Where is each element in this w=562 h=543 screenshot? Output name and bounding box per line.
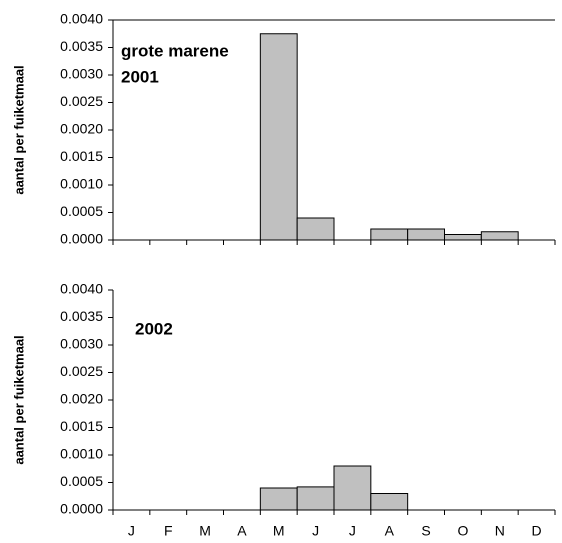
y-tick-label: 0.0015	[60, 418, 103, 434]
y-tick-label: 0.0040	[60, 281, 103, 297]
bar	[444, 234, 482, 241]
x-tick-label: A	[237, 523, 247, 539]
x-tick-label: F	[164, 523, 173, 539]
y-tick-label: 0.0005	[60, 473, 103, 489]
y-tick-label: 0.0030	[60, 336, 103, 352]
x-tick-label: M	[273, 523, 285, 539]
y-axis-label: aantal per fuiketmaal	[11, 65, 26, 194]
bar	[296, 486, 335, 511]
y-tick-label: 0.0005	[60, 203, 103, 219]
annotation: 2001	[121, 67, 159, 86]
y-axis-label: aantal per fuiketmaal	[11, 335, 26, 464]
y-tick-label: 0.0010	[60, 446, 103, 462]
y-tick-label: 0.0035	[60, 38, 103, 54]
y-tick-label: 0.0020	[60, 391, 103, 407]
x-tick-label: D	[532, 523, 542, 539]
bar	[480, 231, 519, 241]
x-tick-label: A	[385, 523, 395, 539]
x-tick-label: J	[128, 523, 135, 539]
bar	[407, 228, 445, 241]
y-tick-label: 0.0035	[60, 308, 103, 324]
annotation: 2002	[135, 319, 173, 338]
bar	[296, 217, 335, 241]
y-tick-label: 0.0040	[60, 11, 103, 27]
annotation: grote marene	[121, 41, 229, 60]
y-tick-label: 0.0020	[60, 121, 103, 137]
bar	[259, 487, 298, 511]
x-tick-label: J	[349, 523, 356, 539]
y-tick-label: 0.0000	[60, 231, 103, 247]
y-tick-label: 0.0030	[60, 66, 103, 82]
y-tick-label: 0.0015	[60, 148, 103, 164]
bar	[259, 33, 298, 241]
x-tick-label: S	[421, 523, 430, 539]
y-tick-label: 0.0025	[60, 363, 103, 379]
x-tick-label: J	[312, 523, 319, 539]
x-tick-label: O	[457, 523, 468, 539]
bar	[370, 493, 409, 511]
bar	[370, 228, 409, 241]
x-tick-label: N	[495, 523, 505, 539]
y-tick-label: 0.0000	[60, 501, 103, 517]
y-tick-label: 0.0025	[60, 93, 103, 109]
y-tick-label: 0.0010	[60, 176, 103, 192]
x-tick-label: M	[199, 523, 211, 539]
bar	[333, 465, 372, 511]
